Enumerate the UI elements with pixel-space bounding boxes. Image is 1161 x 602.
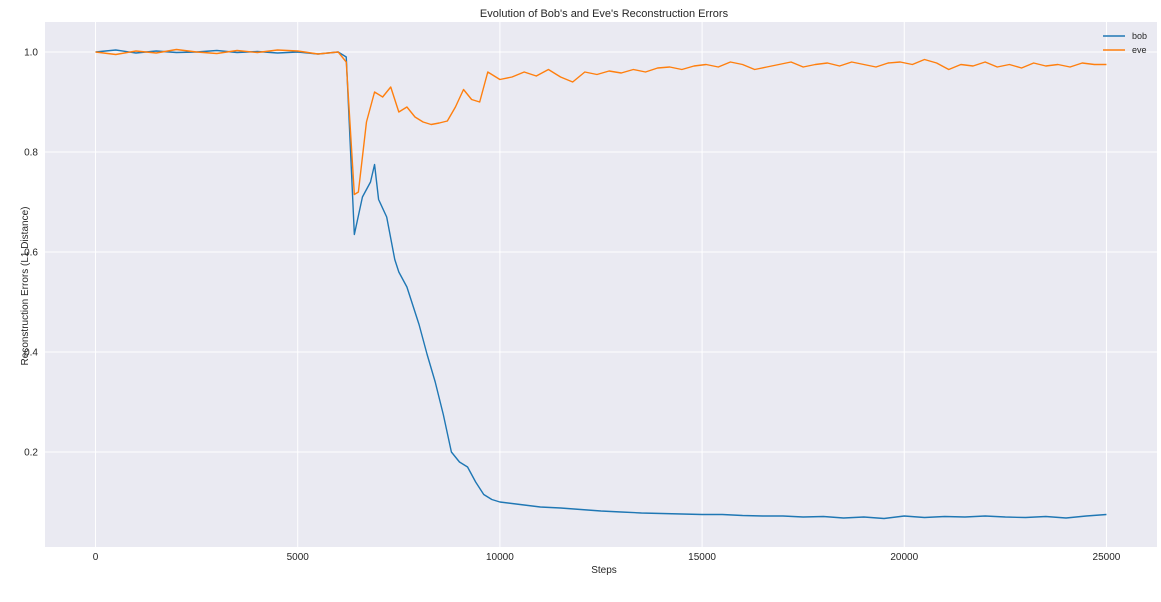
y-axis: 0.2 0.4 0.6 0.8 1.0 (24, 48, 38, 459)
legend-label-bob: bob (1132, 31, 1147, 41)
x-tick-label: 0 (93, 552, 99, 563)
x-tick-label: 25000 (1093, 552, 1121, 563)
y-tick-label: 0.2 (24, 448, 38, 459)
chart-title: Evolution of Bob's and Eve's Reconstruct… (480, 8, 729, 20)
y-tick-label: 0.8 (24, 148, 38, 159)
plot-background (45, 22, 1157, 547)
x-tick-label: 15000 (688, 552, 716, 563)
x-tick-label: 5000 (287, 552, 310, 563)
y-tick-label: 0.6 (24, 248, 38, 259)
series-line-eve (95, 48, 1107, 196)
x-tick-label: 20000 (890, 552, 918, 563)
legend-label-eve: eve (1132, 45, 1147, 55)
series-layer (95, 48, 1107, 520)
x-tick-label: 10000 (486, 552, 514, 563)
legend: bob eve (1103, 31, 1147, 55)
y-axis-label: Reconstruction Errors (L1 Distance) (20, 207, 31, 366)
x-axis: 0 5000 10000 15000 20000 25000 (93, 552, 1121, 563)
y-tick-label: 1.0 (24, 48, 38, 59)
x-axis-label: Steps (591, 565, 617, 576)
y-tick-label: 0.4 (24, 348, 38, 359)
